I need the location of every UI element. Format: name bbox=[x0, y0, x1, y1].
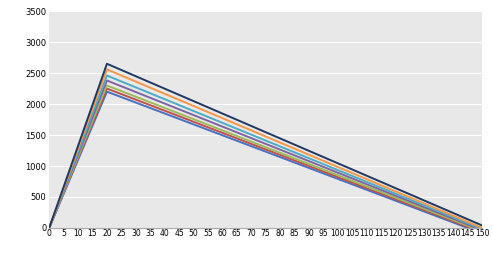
Gemensam vårdnad + 4 bbox=[260, 141, 266, 144]
Gemensam vårdnad + 4 bbox=[352, 178, 358, 181]
Gemensam vårdnad + 10 bbox=[323, 157, 329, 160]
Gemensam vårdnad + 0 bbox=[473, 226, 479, 230]
Gemensam vårdnad + 4 bbox=[202, 118, 208, 121]
Gemensam vårdnad + 2 bbox=[479, 226, 485, 230]
Line: Gemensam vårdnad + 6: Gemensam vårdnad + 6 bbox=[49, 76, 482, 228]
Gemensam vårdnad + 8 bbox=[46, 226, 52, 230]
Gemensam vårdnad + 0 bbox=[202, 127, 208, 130]
Gemensam vårdnad + 8 bbox=[104, 68, 110, 71]
Gemensam vårdnad + 2 bbox=[202, 122, 208, 125]
Gemensam vårdnad + 10 bbox=[46, 226, 52, 230]
Gemensam vårdnad + 6 bbox=[312, 159, 318, 162]
Gemensam vårdnad + 6 bbox=[104, 74, 110, 77]
Gemensam vårdnad + 2 bbox=[312, 165, 318, 168]
Line: Gemensam vårdnad + 2: Gemensam vårdnad + 2 bbox=[49, 85, 482, 228]
Gemensam vårdnad + 8 bbox=[473, 224, 479, 227]
Gemensam vårdnad + 1 bbox=[202, 125, 208, 128]
Gemensam vårdnad + 6 bbox=[352, 175, 358, 179]
Gemensam vårdnad + 0 bbox=[352, 184, 358, 187]
Gemensam vårdnad + 8 bbox=[323, 160, 329, 164]
Gemensam vårdnad + 10 bbox=[479, 224, 485, 227]
Gemensam vårdnad + 6 bbox=[46, 226, 52, 230]
Gemensam vårdnad + 10 bbox=[104, 62, 110, 65]
Gemensam vårdnad + 6 bbox=[479, 226, 485, 230]
Gemensam vårdnad + 10 bbox=[202, 105, 208, 108]
Line: Gemensam vårdnad + 4: Gemensam vårdnad + 4 bbox=[49, 81, 482, 228]
Gemensam vårdnad + 6 bbox=[473, 225, 479, 229]
Line: Gemensam vårdnad + 0: Gemensam vårdnad + 0 bbox=[49, 92, 482, 228]
Gemensam vårdnad + 8 bbox=[260, 133, 266, 137]
Gemensam vårdnad + 6 bbox=[202, 114, 208, 117]
Gemensam vårdnad + 2 bbox=[323, 169, 329, 172]
Gemensam vårdnad + 2 bbox=[352, 180, 358, 184]
Gemensam vårdnad + 1 bbox=[323, 171, 329, 174]
Gemensam vårdnad + 1 bbox=[473, 226, 479, 230]
Gemensam vårdnad + 4 bbox=[323, 167, 329, 170]
Line: Gemensam vårdnad + 1: Gemensam vårdnad + 1 bbox=[49, 89, 482, 228]
Gemensam vårdnad + 4 bbox=[46, 226, 52, 230]
Gemensam vårdnad + 0 bbox=[479, 226, 485, 230]
Gemensam vårdnad + 8 bbox=[352, 173, 358, 176]
Gemensam vårdnad + 0 bbox=[260, 149, 266, 152]
Gemensam vårdnad + 8 bbox=[479, 226, 485, 230]
Gemensam vårdnad + 6 bbox=[323, 164, 329, 167]
Line: Gemensam vårdnad + 10: Gemensam vårdnad + 10 bbox=[49, 64, 482, 228]
Gemensam vårdnad + 10 bbox=[260, 129, 266, 133]
Gemensam vårdnad + 4 bbox=[473, 226, 479, 230]
Gemensam vårdnad + 4 bbox=[104, 79, 110, 82]
Gemensam vårdnad + 2 bbox=[473, 226, 479, 230]
Gemensam vårdnad + 1 bbox=[352, 182, 358, 185]
Gemensam vårdnad + 0 bbox=[312, 168, 318, 172]
Gemensam vårdnad + 1 bbox=[312, 167, 318, 170]
Gemensam vårdnad + 8 bbox=[312, 155, 318, 159]
Gemensam vårdnad + 1 bbox=[479, 226, 485, 230]
Gemensam vårdnad + 1 bbox=[104, 87, 110, 90]
Gemensam vårdnad + 10 bbox=[312, 152, 318, 155]
Gemensam vårdnad + 4 bbox=[312, 162, 318, 165]
Gemensam vårdnad + 10 bbox=[352, 169, 358, 172]
Gemensam vårdnad + 4 bbox=[479, 226, 485, 230]
Gemensam vårdnad + 0 bbox=[104, 90, 110, 93]
Gemensam vårdnad + 1 bbox=[46, 226, 52, 230]
Gemensam vårdnad + 2 bbox=[260, 144, 266, 148]
Gemensam vårdnad + 1 bbox=[260, 147, 266, 150]
Gemensam vårdnad + 0 bbox=[323, 173, 329, 176]
Gemensam vårdnad + 8 bbox=[202, 109, 208, 113]
Gemensam vårdnad + 10 bbox=[473, 221, 479, 225]
Line: Gemensam vårdnad + 8: Gemensam vårdnad + 8 bbox=[49, 69, 482, 228]
Gemensam vårdnad + 6 bbox=[260, 138, 266, 141]
Gemensam vårdnad + 2 bbox=[104, 84, 110, 87]
Gemensam vårdnad + 2 bbox=[46, 226, 52, 230]
Gemensam vårdnad + 0 bbox=[46, 226, 52, 230]
